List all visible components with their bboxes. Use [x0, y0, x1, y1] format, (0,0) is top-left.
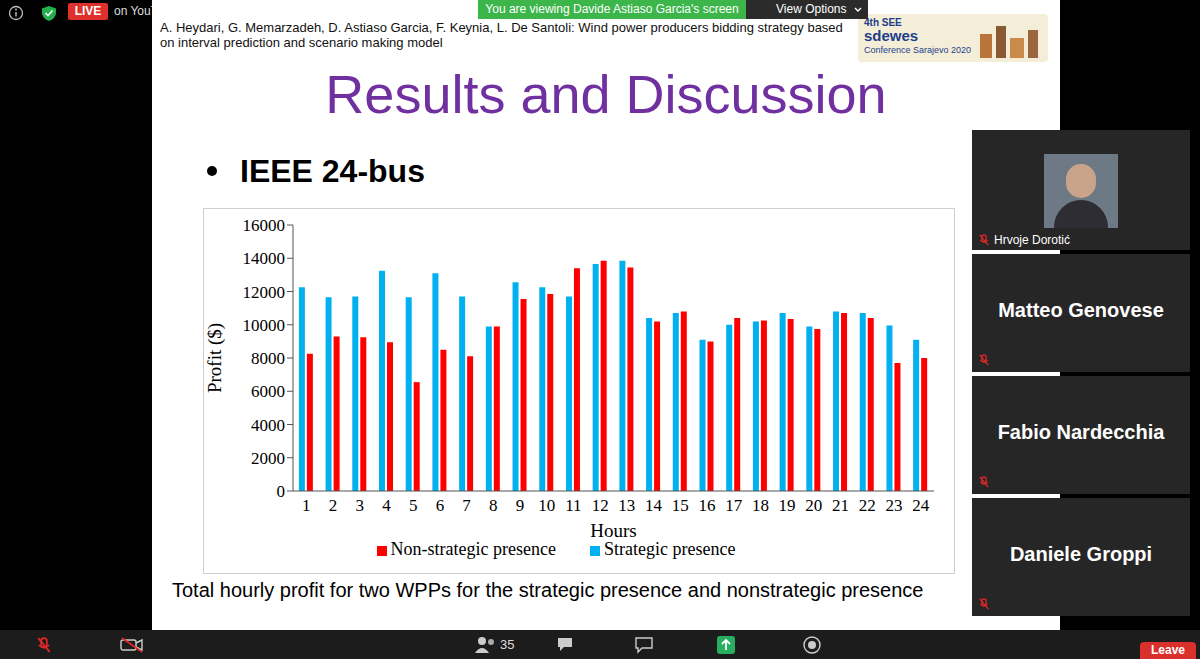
html-text:You are viewing Davide Astiaso: You are viewing Davide Astiaso Garcia's …	[485, 2, 739, 16]
svg-text:2: 2	[329, 496, 338, 515]
svg-text:16: 16	[698, 496, 715, 515]
svg-text:8000: 8000	[251, 349, 285, 368]
svg-text:14000: 14000	[243, 249, 286, 268]
svg-text:15: 15	[672, 496, 689, 515]
svg-text:6000: 6000	[251, 382, 285, 401]
svg-text:21: 21	[832, 496, 849, 515]
svg-text:12: 12	[592, 496, 609, 515]
html-text:IEEE 24-bus: IEEE 24-bus	[240, 153, 425, 189]
svg-text:Hours: Hours	[590, 520, 636, 541]
html-text:sdewes: sdewes	[864, 27, 919, 44]
svg-text:Profit ($): Profit ($)	[204, 323, 226, 393]
svg-text:8: 8	[489, 496, 498, 515]
html-text:on YouTube: on YouTube	[114, 4, 178, 18]
svg-text:10: 10	[538, 496, 555, 515]
svg-text:11: 11	[565, 496, 581, 515]
html-text:Conference Sarajevo 2020: Conference Sarajevo 2020	[864, 45, 972, 55]
html-text:Non-strategic presence: Non-strategic presence	[390, 539, 556, 559]
svg-text:7: 7	[462, 496, 471, 515]
svg-text:18: 18	[752, 496, 769, 515]
html-text:Total hourly profit for two WP: Total hourly profit for two WPPs for the…	[172, 579, 924, 601]
svg-text:4000: 4000	[251, 416, 285, 435]
svg-text:24: 24	[912, 496, 930, 515]
svg-text:13: 13	[618, 496, 635, 515]
html-text:Daniele Groppi: Daniele Groppi	[1009, 543, 1153, 565]
svg-text:20: 20	[805, 496, 822, 515]
html-text:LIVE: LIVE	[74, 4, 102, 18]
svg-text:6: 6	[436, 496, 445, 515]
html-text:Matteo Genovese: Matteo Genovese	[998, 299, 1164, 321]
svg-text:1: 1	[302, 496, 311, 515]
html-text:View Options: View Options	[776, 2, 847, 16]
html-text:A. Heydari, G. Memarzadeh, D.: A. Heydari, G. Memarzadeh, D. Astiaso Ga…	[160, 20, 843, 50]
html-text:Results and Discussion: Results and Discussion	[325, 64, 887, 124]
html-text:Leave: Leave	[1151, 643, 1185, 657]
svg-text:12000: 12000	[243, 283, 286, 302]
svg-text:4: 4	[382, 496, 391, 515]
svg-text:16000: 16000	[243, 216, 286, 235]
html-text:4th SEE: 4th SEE	[864, 17, 902, 28]
html-text:Fabio Nardecchia: Fabio Nardecchia	[997, 421, 1165, 443]
svg-text:0: 0	[277, 482, 286, 501]
svg-text:19: 19	[779, 496, 796, 515]
svg-text:23: 23	[885, 496, 902, 515]
svg-text:14: 14	[645, 496, 663, 515]
html-text:Hrvoje Dorotić: Hrvoje Dorotić	[994, 233, 1070, 247]
svg-text:5: 5	[409, 496, 418, 515]
html-text:Strategic presence: Strategic presence	[604, 539, 736, 559]
html-text:35: 35	[500, 637, 515, 652]
svg-text:22: 22	[859, 496, 876, 515]
svg-text:9: 9	[516, 496, 525, 515]
svg-text:10000: 10000	[243, 316, 286, 335]
svg-text:2000: 2000	[251, 449, 285, 468]
svg-text:3: 3	[356, 496, 365, 515]
svg-text:17: 17	[725, 496, 743, 515]
